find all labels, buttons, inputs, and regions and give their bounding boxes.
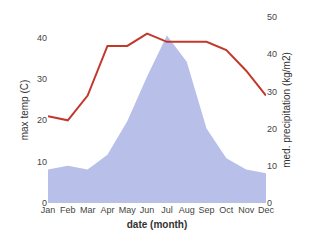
svg-text:Sep: Sep [199,205,215,215]
svg-text:Nov: Nov [238,205,255,215]
svg-text:20: 20 [267,124,277,134]
svg-text:Jun: Jun [140,205,155,215]
svg-text:40: 40 [37,33,47,43]
svg-text:med. precipitation (kg/m2): med. precipitation (kg/m2) [281,52,292,168]
svg-text:0: 0 [42,198,47,208]
svg-text:40: 40 [267,49,277,59]
svg-text:Jan: Jan [41,205,56,215]
svg-text:Feb: Feb [60,205,76,215]
svg-text:10: 10 [267,161,277,171]
svg-text:10: 10 [37,157,47,167]
svg-text:Oct: Oct [219,205,234,215]
svg-text:50: 50 [267,12,277,22]
svg-text:May: May [119,205,137,215]
svg-text:Mar: Mar [80,205,96,215]
svg-text:Apr: Apr [100,205,114,215]
svg-text:0: 0 [267,198,272,208]
svg-text:20: 20 [37,115,47,125]
svg-text:30: 30 [267,87,277,97]
svg-text:max temp (C): max temp (C) [19,80,30,141]
svg-text:Aug: Aug [179,205,195,215]
svg-text:Jul: Jul [161,205,173,215]
svg-text:date (month): date (month) [127,219,188,230]
svg-text:Dec: Dec [258,205,275,215]
svg-text:30: 30 [37,74,47,84]
